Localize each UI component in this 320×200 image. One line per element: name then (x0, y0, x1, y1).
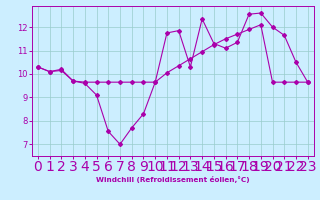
X-axis label: Windchill (Refroidissement éolien,°C): Windchill (Refroidissement éolien,°C) (96, 176, 250, 183)
